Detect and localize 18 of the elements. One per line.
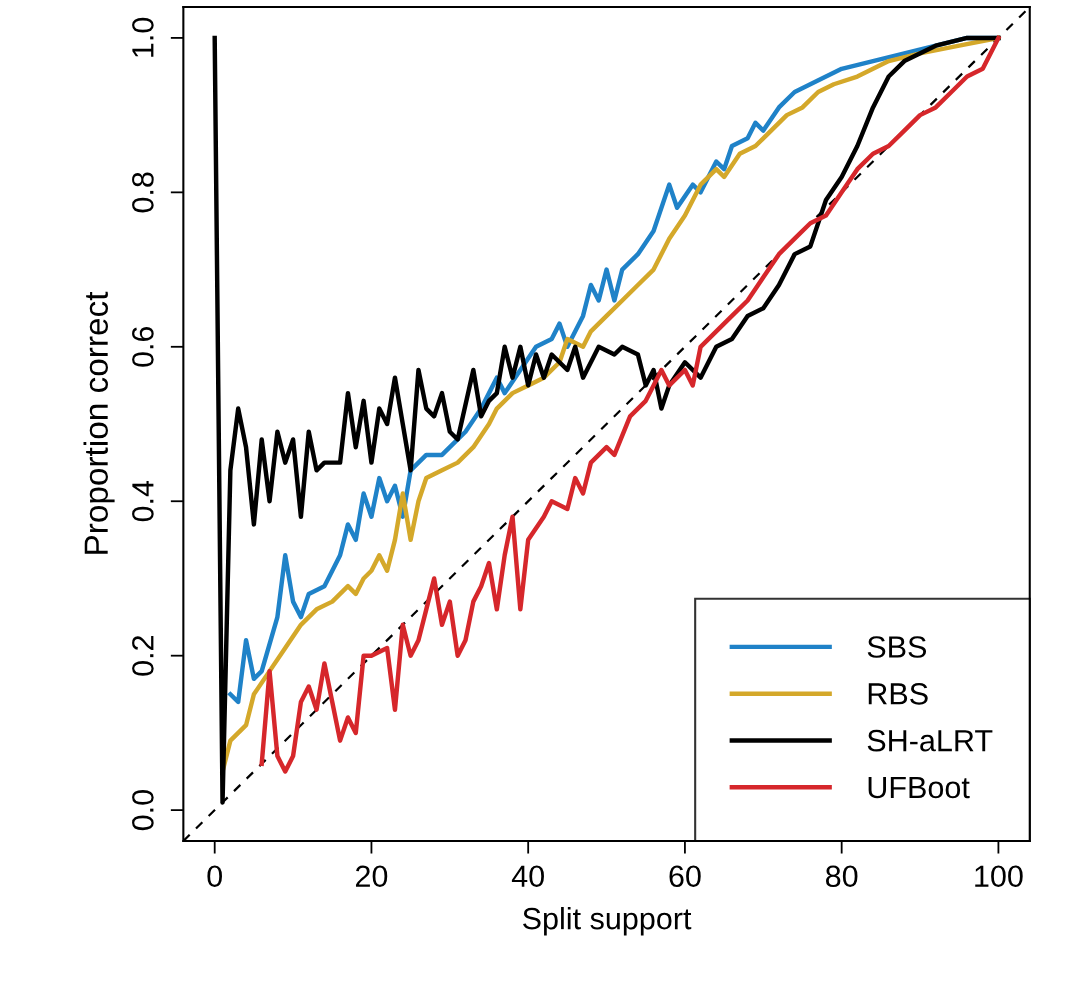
y-axis-title: Proportion correct bbox=[83, 291, 115, 554]
legend-label: RBS bbox=[868, 683, 928, 705]
legend-label: UFBoot bbox=[868, 776, 970, 799]
y-tick-label: 0.0 bbox=[132, 790, 154, 831]
y-tick-label: 0.2 bbox=[132, 635, 154, 676]
x-axis-title: Split support bbox=[523, 907, 692, 936]
x-tick-label: 40 bbox=[511, 865, 544, 888]
y-tick-label: 0.6 bbox=[132, 326, 154, 367]
legend-label: SBS bbox=[867, 636, 927, 658]
y-tick-label: 1.0 bbox=[132, 17, 154, 57]
x-tick-label: 80 bbox=[826, 865, 858, 888]
y-tick-label: 0.8 bbox=[132, 172, 154, 213]
x-tick-label: 20 bbox=[355, 865, 388, 888]
x-tick-label: 0 bbox=[207, 865, 222, 888]
x-tick-label: 60 bbox=[669, 865, 701, 888]
legend-label: SH-aLRT bbox=[867, 729, 993, 752]
x-tick-label: 100 bbox=[975, 865, 1023, 888]
y-tick-label: 0.4 bbox=[132, 480, 154, 522]
